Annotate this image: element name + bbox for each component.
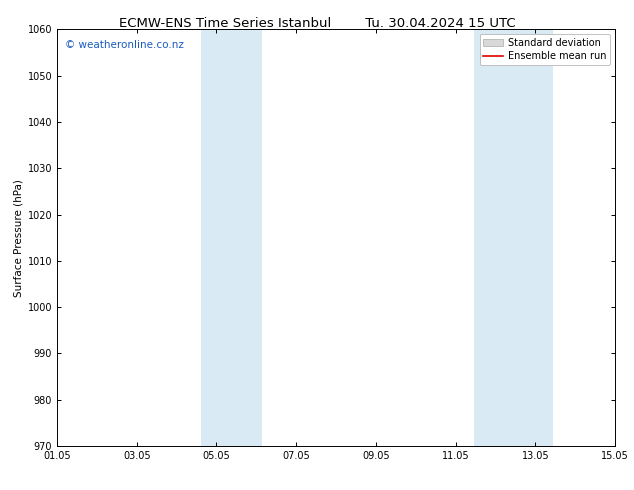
Y-axis label: Surface Pressure (hPa): Surface Pressure (hPa) <box>13 179 23 296</box>
Legend: Standard deviation, Ensemble mean run: Standard deviation, Ensemble mean run <box>479 34 610 65</box>
Bar <box>200 29 262 446</box>
Text: © weatheronline.co.nz: © weatheronline.co.nz <box>65 40 184 50</box>
Bar <box>474 29 553 446</box>
Text: ECMW-ENS Time Series Istanbul        Tu. 30.04.2024 15 UTC: ECMW-ENS Time Series Istanbul Tu. 30.04.… <box>119 17 515 30</box>
